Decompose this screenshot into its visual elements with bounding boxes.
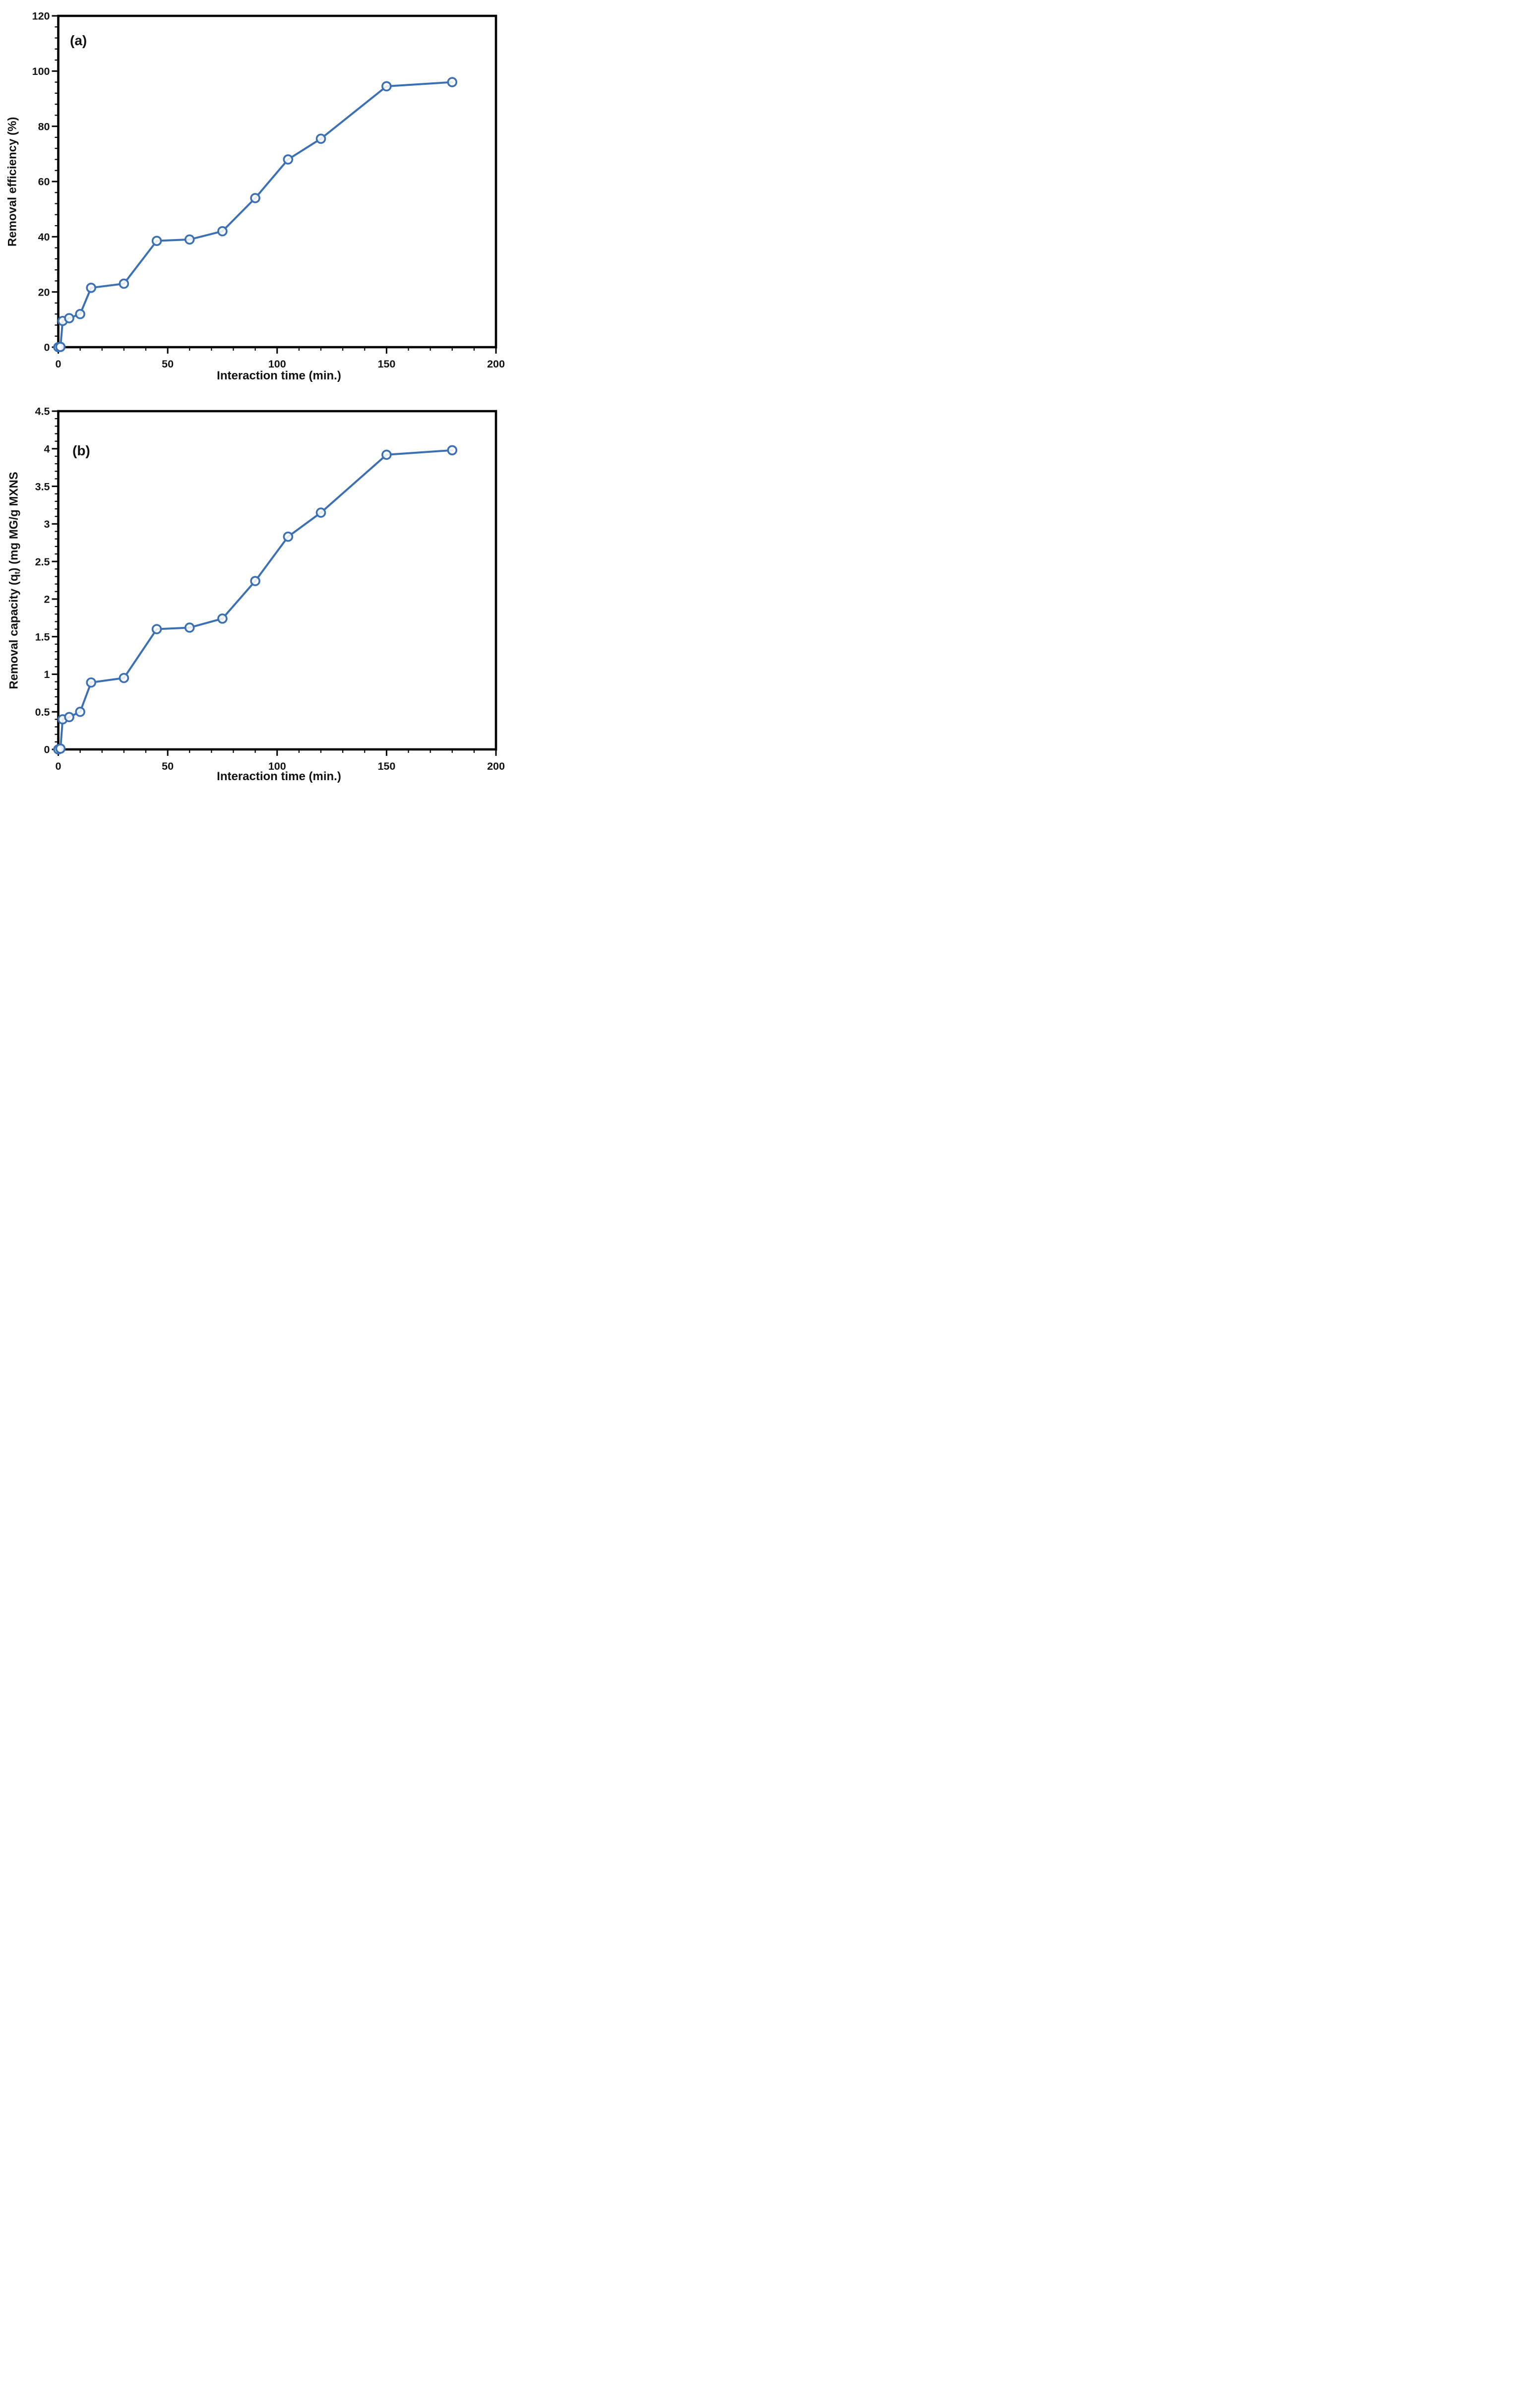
chart-a-y-tick-label: 20 <box>38 286 50 298</box>
chart-b-x-tick-label: 0 <box>56 760 62 772</box>
chart-a-data-point-marker <box>64 313 74 323</box>
chart-b-x-tick-label: 150 <box>377 760 395 772</box>
chart-b-data-point-marker <box>217 613 228 624</box>
chart-a-y-tick-label: 120 <box>32 10 50 22</box>
chart-b-data-point-marker <box>119 673 129 683</box>
panel-b-y-axis-title-text: Removal capacity (q <box>7 574 21 689</box>
chart-a-data-point-marker <box>184 234 195 245</box>
chart-a-x-tick-label: 0 <box>56 358 62 370</box>
panel-b-tag: (b) <box>72 443 90 458</box>
chart-b-x-tick-label: 50 <box>162 760 174 772</box>
two-panel-kinetics-figure: 0 50 100 150 200 0 20 40 60 80 100 120 0 50 100 150 200 0… <box>0 0 513 798</box>
chart-a-data-series-line <box>57 81 453 348</box>
chart-b-y-tick-label: 0.5 <box>35 706 50 718</box>
chart-a-plot-frame <box>57 14 497 349</box>
chart-b-x-tick-label: 200 <box>487 760 505 772</box>
chart-b-data-series-line <box>57 449 453 750</box>
chart-b-data-point-marker <box>184 622 195 633</box>
chart-b-y-tick-label: 2.5 <box>35 556 50 568</box>
chart-a-data-point-marker <box>55 342 66 352</box>
chart-b-data-point-marker <box>315 507 326 518</box>
chart-b-y-tick-label: 4.5 <box>35 406 50 418</box>
chart-a-data-point-marker <box>151 236 162 246</box>
chart-a-y-tick-label: 60 <box>38 176 50 188</box>
chart-a-data-point-marker <box>86 283 96 293</box>
chart-b-data-point-marker <box>64 712 74 723</box>
chart-b-y-tick-label: 2 <box>44 594 50 606</box>
chart-a-x-tick-label: 150 <box>377 358 395 370</box>
chart-b-data-point-marker <box>283 531 294 542</box>
chart-a-data-point-marker <box>447 77 458 87</box>
chart-a-y-tick-label: 100 <box>32 65 50 77</box>
panel-b-y-axis-title-sub: t <box>13 571 22 574</box>
chart-a-x-tick-label: 200 <box>487 358 505 370</box>
panel-a-x-axis-title: Interaction time (min.) <box>217 369 341 382</box>
chart-b-x-tick-label: 100 <box>268 760 286 772</box>
chart-b-y-tick-label: 1.5 <box>35 631 50 643</box>
chart-b-y-tick-label: 4 <box>44 443 50 455</box>
chart-a-y-tick-label: 40 <box>38 231 50 243</box>
chart-a-data-point-marker <box>119 278 129 289</box>
chart-b-data-point-marker <box>381 449 392 460</box>
panel-b-x-axis-title: Interaction time (min.) <box>217 770 341 783</box>
chart-b-data-point-marker <box>250 576 260 586</box>
panel-b-y-axis-title: Removal capacity (qt) (mg MG/g MXNS <box>7 411 22 749</box>
panel-b-y-axis-title-suffix: ) (mg MG/g MXNS <box>7 472 21 572</box>
chart-a-x-tick-label: 100 <box>268 358 286 370</box>
panel-a-tag: (a) <box>70 33 87 48</box>
chart-b-data-point-marker <box>151 624 162 634</box>
chart-a-data-point-marker <box>315 133 326 144</box>
chart-b-y-tick-label: 1 <box>44 669 50 680</box>
chart-b-y-tick-label: 0 <box>44 744 50 756</box>
chart-a-y-tick-label: 80 <box>38 121 50 132</box>
chart-b-data-point-marker <box>75 706 85 717</box>
chart-b-plot-frame <box>57 410 497 751</box>
chart-a-data-point-marker <box>217 226 228 237</box>
chart-b-data-point-marker <box>55 743 66 754</box>
chart-b-y-tick-label: 3.5 <box>35 481 50 492</box>
panel-a-y-axis-title: Removal efficiency (%) <box>6 15 20 348</box>
chart-b-y-tick-label: 3 <box>44 518 50 530</box>
chart-a-x-tick-label: 50 <box>162 358 174 370</box>
panel-a-y-axis-title-text: Removal efficiency (%) <box>5 117 19 247</box>
chart-a-data-point-marker <box>75 308 85 319</box>
chart-a-data-point-marker <box>250 193 260 203</box>
chart-a-data-point-marker <box>283 154 294 165</box>
chart-b-data-point-marker <box>447 445 458 456</box>
chart-a-data-point-marker <box>381 81 392 92</box>
chart-a-y-tick-label: 0 <box>44 342 50 354</box>
chart-b-data-point-marker <box>86 677 96 688</box>
